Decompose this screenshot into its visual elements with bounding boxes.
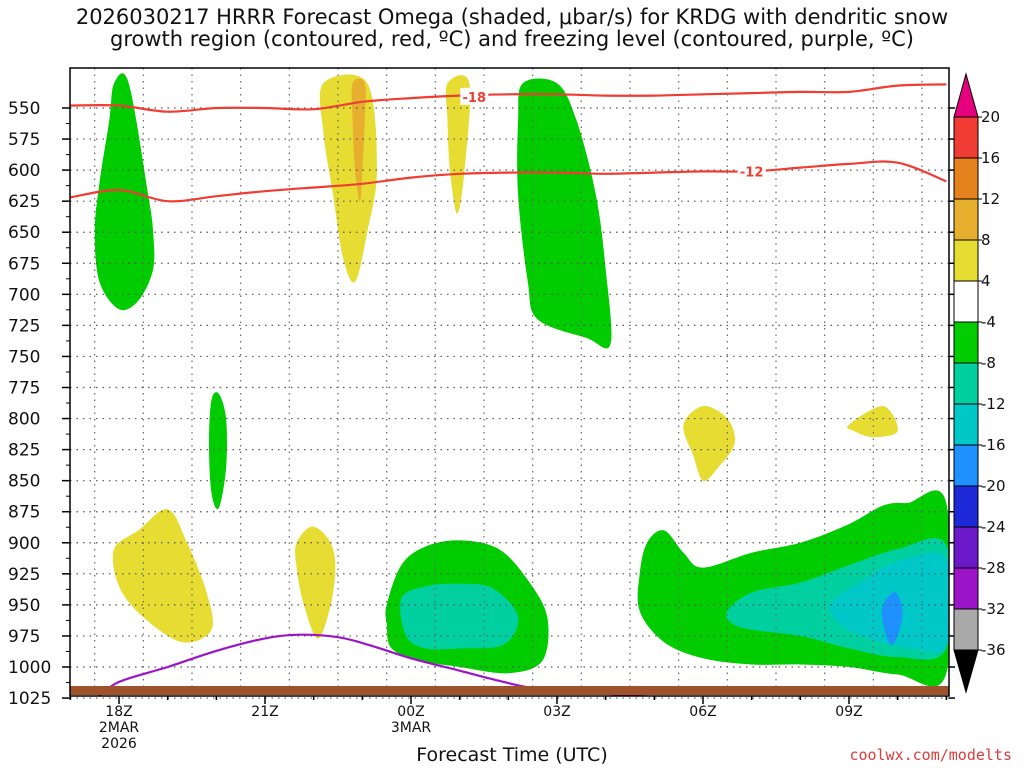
y-tick-label: 775 — [8, 379, 40, 399]
colorbar-segment — [953, 362, 979, 405]
colorbar-segment — [953, 526, 979, 569]
colorbar-over-arrow — [953, 72, 979, 118]
shade-sink-18z-upper — [94, 73, 155, 311]
colorbar-label: -4 — [981, 313, 996, 331]
contour-dgz-minus18 — [70, 83, 947, 113]
colorbar-segment — [953, 280, 979, 323]
contour-dgz-minus12 — [70, 160, 947, 203]
x-tick-label: 06Z — [689, 704, 716, 720]
colorbar-label: 12 — [981, 190, 1000, 208]
shade-lift-2130z-low — [295, 526, 336, 639]
shade-lift-10z-mid — [847, 406, 898, 438]
shade-sink-09z-max — [881, 592, 903, 646]
shade-lift-2215z-upper — [319, 74, 377, 283]
x-tick-label: 00Z — [397, 704, 424, 720]
x-tick-label: 03Z — [543, 704, 570, 720]
y-tick-label: 650 — [8, 223, 40, 243]
y-tick-label: 675 — [8, 254, 40, 274]
shade-sink-03z-upper — [517, 78, 612, 349]
x-tick-label: 18Z — [105, 704, 132, 720]
colorbar: -36 -32 -28 -24 -20 -16 -12 -8 -4 4 8 12 16 20 — [953, 72, 1006, 694]
x-tick-label: 3MAR — [391, 720, 432, 736]
y-tick-label: 1000 — [8, 658, 51, 678]
colorbar-segment — [953, 239, 979, 282]
colorbar-label: 4 — [981, 272, 991, 290]
y-tick-label: 800 — [8, 410, 40, 430]
colorbar-segment — [953, 567, 979, 610]
x-tick-label: 21Z — [251, 704, 278, 720]
contour-label-dgz-minus12: -12 — [740, 165, 764, 180]
y-tick-label: 825 — [8, 441, 40, 461]
y-tick-label: 950 — [8, 596, 40, 616]
shade-sink-20z-mid — [209, 392, 227, 510]
colorbar-segment — [953, 608, 979, 651]
ground-band — [70, 686, 949, 695]
colorbar-segment — [953, 198, 979, 241]
plot-frame — [69, 67, 950, 697]
shade-lift-06z-mid — [683, 406, 736, 482]
colorbar-under-arrow — [953, 649, 979, 694]
colorbar-label: -28 — [981, 559, 1006, 577]
credit-link[interactable]: coolwx.com/modelts — [849, 746, 1012, 764]
contour-label-bg — [460, 87, 489, 105]
y-tick-label: 850 — [8, 472, 40, 492]
y-tick-label: 550 — [8, 99, 40, 119]
x-tick-label: 2026 — [101, 736, 137, 752]
colorbar-segment — [953, 444, 979, 487]
y-tick-label: 900 — [8, 534, 40, 554]
y-axis: 550 575 600 625 650 675 700 725 750 775 800 825 850 8… — [8, 99, 955, 709]
colorbar-label: 16 — [981, 149, 1000, 167]
colorbar-label: 20 — [981, 108, 1000, 126]
x-axis-label: Forecast Time (UTC) — [416, 744, 608, 766]
y-tick-label: 700 — [8, 285, 40, 305]
colorbar-segment — [953, 157, 979, 200]
omega-shading — [94, 73, 949, 687]
y-tick-label: 875 — [8, 503, 40, 523]
y-tick-label: 725 — [8, 316, 40, 336]
shade-lift-19z-low — [112, 509, 214, 643]
shade-lift-01z-upper — [445, 75, 471, 214]
colorbar-label: -20 — [981, 477, 1006, 495]
chart-title: 2026030217 HRRR Forecast Omega (shaded, … — [0, 6, 1024, 50]
colorbar-label: -12 — [981, 395, 1006, 413]
contour-label-bg — [737, 162, 766, 180]
colorbar-segment — [953, 485, 979, 528]
colorbar-label: -36 — [981, 641, 1006, 659]
colorbar-label: -24 — [981, 518, 1006, 536]
x-tick-label: 09Z — [835, 704, 862, 720]
colorbar-segment — [953, 321, 979, 364]
colorbar-segment — [953, 403, 979, 446]
shade-sink-0130z-core — [400, 583, 519, 650]
plot-border — [69, 67, 950, 697]
y-tick-label: 600 — [8, 161, 40, 181]
x-tick-label: 2MAR — [99, 720, 140, 736]
chart-title-line-2: growth region (contoured, red, ºC) and f… — [110, 27, 914, 51]
colorbar-label: 8 — [981, 231, 991, 249]
colorbar-segment — [953, 116, 979, 159]
colorbar-label: -32 — [981, 600, 1006, 618]
shade-lift-2215z-core — [351, 78, 366, 202]
y-tick-label: 625 — [8, 192, 40, 212]
colorbar-label: -8 — [981, 354, 996, 372]
y-tick-label: 925 — [8, 565, 40, 585]
colorbar-label: -16 — [981, 436, 1006, 454]
y-tick-label: 575 — [8, 130, 40, 150]
y-tick-label: 750 — [8, 347, 40, 367]
contour-label-dgz-minus18: -18 — [463, 91, 487, 106]
chart-title-line-1: 2026030217 HRRR Forecast Omega (shaded, … — [75, 5, 949, 29]
y-tick-label: 1025 — [8, 689, 51, 709]
y-tick-label: 975 — [8, 627, 40, 647]
